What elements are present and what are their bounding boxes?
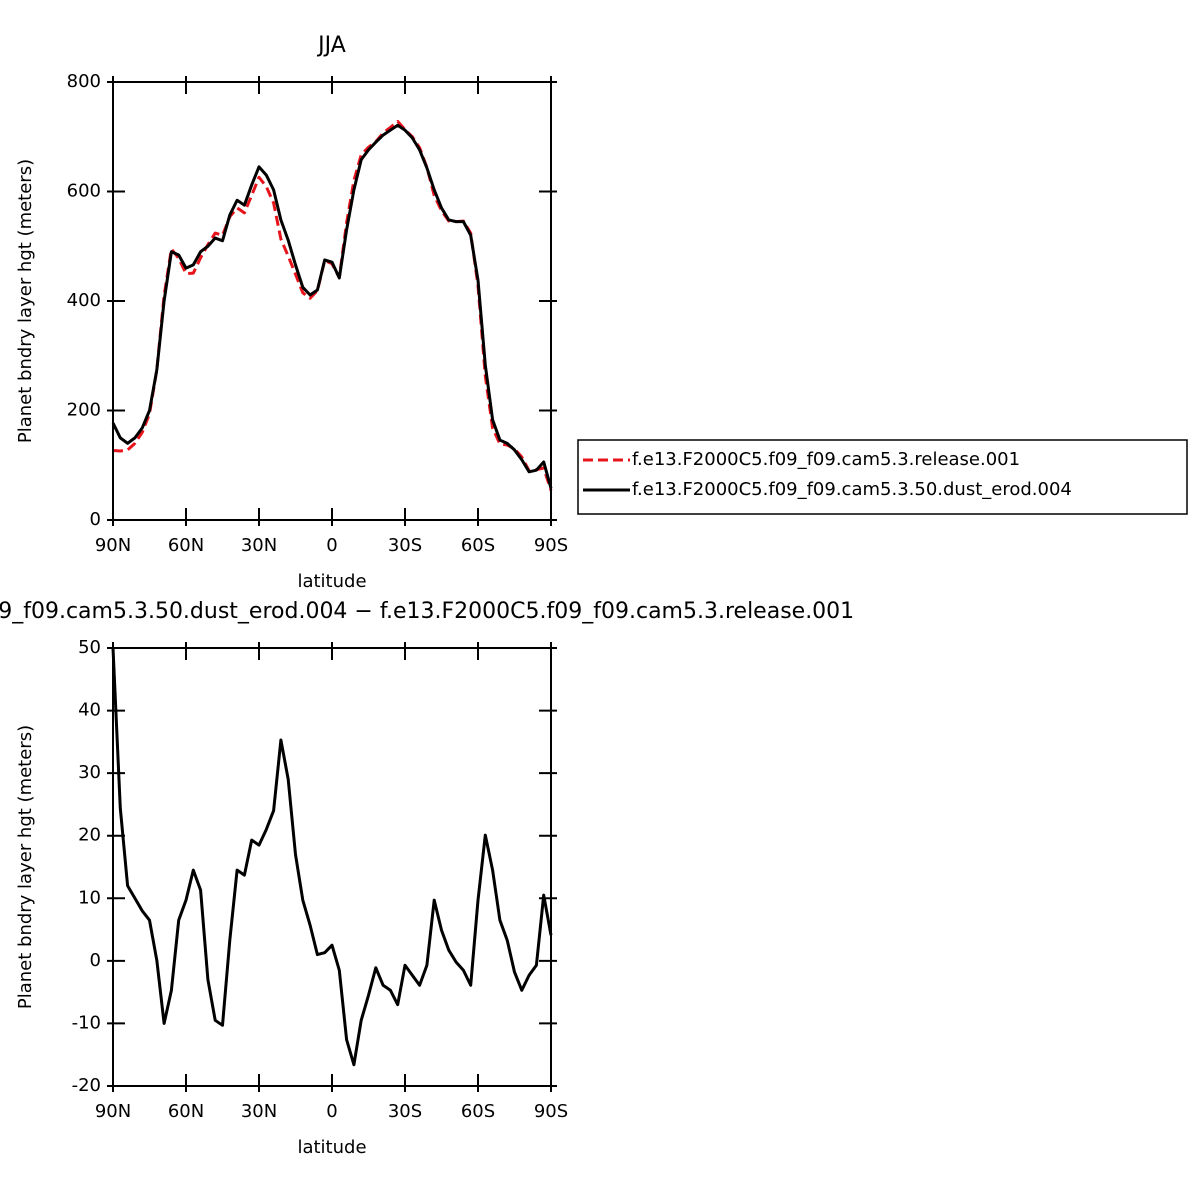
y-tick-label: 10 xyxy=(78,887,101,908)
x-tick-label: 60S xyxy=(461,535,495,556)
y-tick-label: 0 xyxy=(90,950,101,971)
y-tick-label: 30 xyxy=(78,762,101,783)
y-tick-label: 0 xyxy=(90,509,101,530)
chart-title: JJA xyxy=(316,33,346,58)
y-tick-label: 20 xyxy=(78,825,101,846)
plot-frame xyxy=(112,647,552,1087)
x-tick-label: 30N xyxy=(241,1101,277,1122)
legend-label: f.e13.F2000C5.f09_f09.cam5.3.50.dust_ero… xyxy=(632,479,1072,500)
x-tick-label: 30S xyxy=(388,535,422,556)
legend-box xyxy=(577,439,1188,515)
x-tick-label: 30S xyxy=(388,1101,422,1122)
x-tick-label: 30N xyxy=(241,535,277,556)
y-axis-label: Planet bndry layer hgt (meters) xyxy=(15,725,36,1009)
y-axis-label: Planet bndry layer hgt (meters) xyxy=(15,159,36,443)
y-tick-label: 800 xyxy=(67,71,101,92)
x-tick-label: 0 xyxy=(326,1101,337,1122)
y-tick-label: 400 xyxy=(67,290,101,311)
x-tick-label: 0 xyxy=(326,535,337,556)
y-tick-label: 40 xyxy=(78,700,101,721)
y-tick-label: 50 xyxy=(78,637,101,658)
plot-frame xyxy=(112,81,552,521)
data-line xyxy=(112,119,553,491)
x-tick-label: 60N xyxy=(168,1101,204,1122)
y-tick-label: 200 xyxy=(67,400,101,421)
x-tick-label: 90N xyxy=(95,1101,131,1122)
x-axis-label: latitude xyxy=(297,1137,366,1158)
x-axis-label: latitude xyxy=(297,571,366,592)
x-tick-label: 60N xyxy=(168,535,204,556)
data-line xyxy=(111,647,553,1067)
y-tick-label: -20 xyxy=(72,1075,101,1096)
y-tick-label: 600 xyxy=(67,181,101,202)
x-tick-label: 90S xyxy=(534,1101,568,1122)
legend-label: f.e13.F2000C5.f09_f09.cam5.3.release.001 xyxy=(632,449,1020,470)
x-tick-label: 90N xyxy=(95,535,131,556)
x-tick-label: 60S xyxy=(461,1101,495,1122)
y-tick-label: -10 xyxy=(72,1012,101,1033)
x-tick-label: 90S xyxy=(534,535,568,556)
data-line xyxy=(111,123,553,489)
chart-title: f.e13.F2000C5.f09_f09.cam5.3.50.dust_ero… xyxy=(0,599,854,624)
